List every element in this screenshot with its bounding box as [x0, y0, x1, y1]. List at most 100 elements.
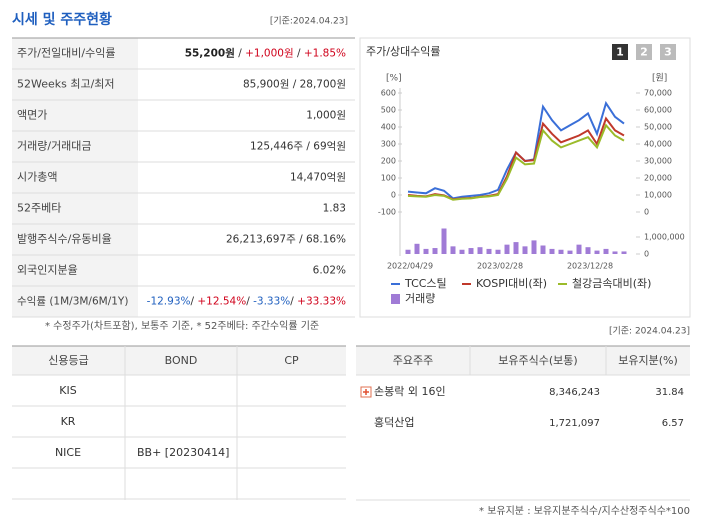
tick-label: 100 — [381, 174, 396, 183]
volume-bar — [531, 240, 537, 254]
volume-bar — [558, 249, 564, 254]
legend-label: KOSPI대비(좌) — [476, 277, 547, 290]
chart-frame — [359, 37, 691, 318]
volume-bar — [522, 246, 528, 254]
tab-button[interactable] — [660, 44, 676, 60]
volume-bar — [459, 249, 465, 254]
row-value: 55,200원 / +1,000원 / +1.85% — [185, 47, 346, 60]
volume-bar — [486, 248, 492, 254]
volume-bar — [432, 248, 438, 254]
tick-label: 10,000 — [644, 191, 672, 200]
value-part: / — [246, 296, 253, 308]
table-cell: 홍덕산업 — [374, 415, 414, 429]
tab-label: 2 — [640, 46, 648, 59]
volume-bar — [441, 228, 447, 254]
legend-swatch — [391, 294, 400, 304]
table-header-bg — [356, 346, 690, 375]
volume-bar — [540, 245, 546, 254]
value-part: 125,446주 / 69억원 — [250, 141, 346, 153]
chart-title: 주가/상대수익률 — [366, 45, 441, 58]
table-header-bg — [12, 346, 346, 375]
table-cell: 손봉락 외 16인 — [374, 385, 446, 398]
value-part: / — [294, 48, 304, 60]
row-label: 52주베타 — [17, 202, 61, 215]
tick-label: 70,000 — [644, 89, 672, 98]
series-line — [407, 100, 625, 200]
volume-bar — [423, 248, 429, 254]
value-part: 85,900원 / 28,700원 — [243, 79, 346, 91]
volume-bar — [504, 244, 510, 254]
volume-bar — [594, 250, 600, 254]
table-cell: 1,721,097 — [549, 418, 600, 429]
tick-label: 500 — [381, 106, 396, 115]
expand-plus — [363, 389, 369, 395]
table-cell: KIS — [59, 384, 76, 397]
volume-bar — [567, 250, 573, 254]
volume-bar — [450, 246, 456, 254]
table-note: * 보유지분 : 보유지분주식수/지수산정주식수*100 — [479, 505, 690, 517]
value-part: / — [190, 296, 197, 308]
value-part: 1.83 — [323, 203, 346, 215]
tick-label: 50,000 — [644, 123, 672, 132]
row-value: 26,213,697주 / 68.16% — [226, 234, 346, 246]
series-line — [407, 123, 625, 201]
label-column — [12, 38, 138, 317]
value-part: 55,200원 — [185, 47, 235, 60]
tick-label: 200 — [381, 157, 396, 166]
tab-button[interactable] — [612, 44, 628, 60]
row-label: 52Weeks 최고/최저 — [17, 78, 115, 91]
table-header: 신용등급 — [48, 354, 88, 367]
row-label: 발행주식수/유동비율 — [17, 233, 112, 246]
tick-label: 400 — [381, 123, 396, 132]
row-value: 1.83 — [323, 203, 346, 215]
row-value: 85,900원 / 28,700원 — [243, 79, 346, 91]
value-part: +1,000원 — [245, 48, 294, 60]
volume-bar — [585, 247, 591, 254]
volume-bar — [621, 251, 627, 254]
tick-label: 0 — [644, 250, 649, 259]
value-part: / — [290, 296, 297, 308]
value-part: 14,470억원 — [290, 172, 346, 184]
table-cell: NICE — [55, 446, 81, 459]
basis-date: [기준: 2024.04.23] — [609, 326, 690, 337]
table-header: BOND — [165, 354, 198, 367]
y2-axis-label: [원] — [652, 73, 667, 84]
tick-label: 20,000 — [644, 174, 672, 183]
row-label: 주가/전일대비/수익률 — [17, 46, 116, 60]
volume-bar — [414, 243, 420, 254]
value-part: 6.02% — [313, 265, 346, 277]
row-label: 외국인지분율 — [17, 264, 78, 277]
row-label: 액면가 — [17, 109, 47, 122]
value-part: / — [235, 48, 245, 60]
value-part: -3.33% — [253, 296, 290, 308]
row-value: 1,000원 — [306, 110, 346, 122]
tab-button[interactable] — [636, 44, 652, 60]
table-cell: BB+ [20230414] — [137, 446, 229, 459]
row-label: 수익률 (1M/3M/6M/1Y) — [17, 296, 128, 308]
volume-bar — [405, 249, 411, 254]
row-value: 14,470억원 — [290, 172, 346, 184]
row-value: 6.02% — [313, 265, 346, 277]
table-header: CP — [284, 354, 299, 367]
volume-bar — [495, 249, 501, 254]
row-label: 시가총액 — [17, 171, 57, 184]
legend-label: 거래량 — [405, 292, 435, 305]
table-cell: 8,346,243 — [549, 387, 600, 398]
row-value: 125,446주 / 69억원 — [250, 141, 346, 153]
tick-label: 1,000,000 — [644, 233, 685, 242]
tick-label: 300 — [381, 140, 396, 149]
tick-label: 30,000 — [644, 157, 672, 166]
x-tick-label: 2023/12/28 — [567, 262, 613, 271]
volume-bar — [576, 244, 582, 254]
value-part: -12.93% — [147, 296, 191, 308]
row-label: 거래량/거래대금 — [17, 140, 92, 153]
x-tick-label: 2023/02/28 — [477, 262, 523, 271]
table-cell: 6.57 — [662, 418, 684, 429]
tab-label: 3 — [664, 46, 672, 59]
tick-label: 0 — [644, 208, 649, 217]
volume-bar — [612, 251, 618, 254]
table-header: 보유주식수(보통) — [498, 354, 577, 367]
tick-label: 60,000 — [644, 106, 672, 115]
section-title: 시세 및 주주현황 — [12, 11, 112, 28]
